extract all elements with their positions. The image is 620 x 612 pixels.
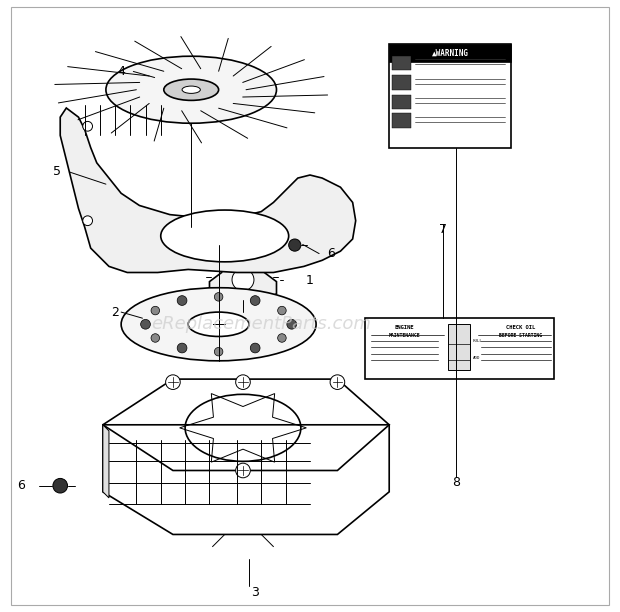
Text: MAINTENANCE: MAINTENANCE (389, 334, 420, 338)
Text: 3: 3 (251, 586, 259, 599)
Circle shape (278, 334, 286, 342)
Polygon shape (103, 425, 109, 498)
Ellipse shape (121, 288, 316, 361)
Bar (392, 56, 410, 70)
Bar (448, 324, 470, 370)
Text: BEFORE STARTING: BEFORE STARTING (498, 334, 542, 338)
Bar (392, 75, 410, 90)
Text: eReplacementParts.com: eReplacementParts.com (151, 315, 371, 334)
Ellipse shape (164, 79, 219, 100)
Circle shape (151, 334, 159, 342)
Text: 7: 7 (439, 223, 447, 236)
Polygon shape (60, 108, 356, 272)
Bar (392, 113, 410, 128)
Text: CHECK OIL: CHECK OIL (505, 326, 535, 330)
Circle shape (141, 319, 151, 329)
Text: 4: 4 (117, 65, 125, 78)
Circle shape (330, 375, 345, 389)
Text: ▲WARNING: ▲WARNING (432, 49, 469, 58)
Ellipse shape (182, 86, 200, 94)
Circle shape (289, 239, 301, 251)
Text: 6: 6 (17, 479, 25, 492)
Polygon shape (210, 260, 277, 300)
Bar (389, 44, 511, 147)
Text: 1: 1 (306, 274, 314, 287)
Text: ADD: ADD (472, 356, 480, 360)
Circle shape (82, 216, 92, 226)
Circle shape (166, 375, 180, 389)
Text: 6: 6 (327, 247, 335, 260)
Circle shape (232, 269, 254, 291)
Text: FULL: FULL (472, 339, 482, 343)
Bar (365, 318, 554, 379)
Circle shape (236, 375, 250, 389)
Circle shape (287, 319, 296, 329)
Circle shape (215, 348, 223, 356)
Text: 5: 5 (53, 165, 61, 179)
Circle shape (236, 463, 250, 478)
Text: ENGINE: ENGINE (395, 326, 414, 330)
Circle shape (177, 343, 187, 353)
Circle shape (177, 296, 187, 305)
Bar (392, 95, 410, 109)
Bar (389, 44, 511, 62)
Circle shape (151, 306, 159, 315)
Text: 8: 8 (452, 476, 460, 489)
Ellipse shape (106, 56, 277, 123)
Circle shape (278, 306, 286, 315)
Ellipse shape (188, 312, 249, 337)
Text: 2: 2 (111, 305, 119, 319)
Ellipse shape (161, 210, 289, 262)
Circle shape (82, 121, 92, 131)
Circle shape (250, 343, 260, 353)
Circle shape (215, 293, 223, 301)
Circle shape (250, 296, 260, 305)
Circle shape (53, 479, 68, 493)
